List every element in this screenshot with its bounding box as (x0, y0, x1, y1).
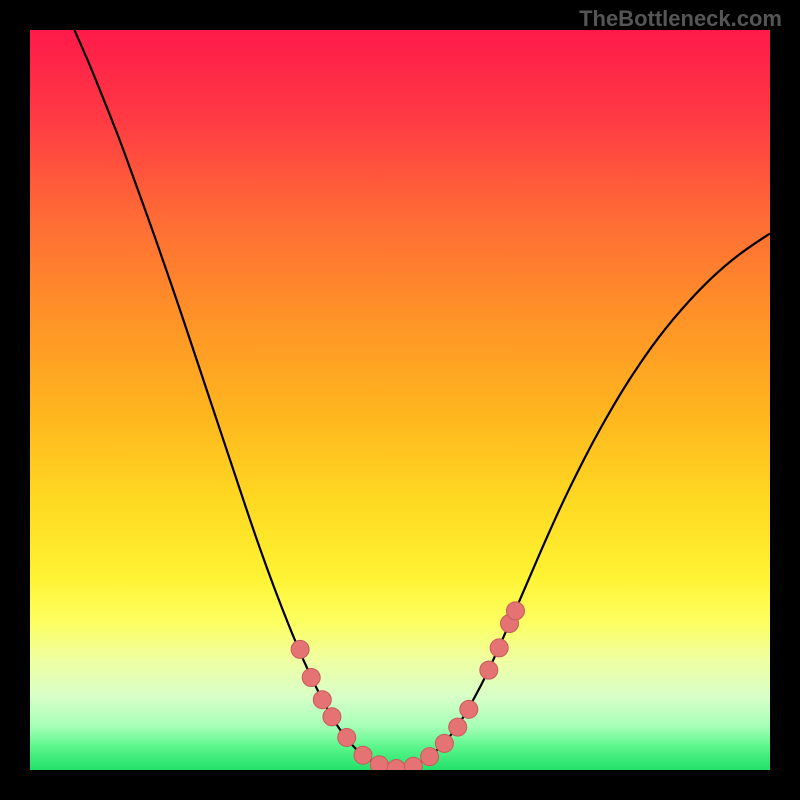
data-marker (323, 708, 341, 726)
data-marker (421, 748, 439, 766)
data-marker (291, 640, 309, 658)
chart-container: TheBottleneck.com (0, 0, 800, 800)
data-marker (302, 669, 320, 687)
bottleneck-chart (0, 0, 800, 800)
data-marker (435, 734, 453, 752)
attribution-label: TheBottleneck.com (579, 6, 782, 32)
data-marker (313, 691, 331, 709)
data-marker (460, 700, 478, 718)
plot-background (30, 30, 770, 770)
data-marker (506, 602, 524, 620)
data-marker (449, 718, 467, 736)
data-marker (480, 661, 498, 679)
data-marker (338, 728, 356, 746)
data-marker (354, 746, 372, 764)
data-marker (490, 639, 508, 657)
